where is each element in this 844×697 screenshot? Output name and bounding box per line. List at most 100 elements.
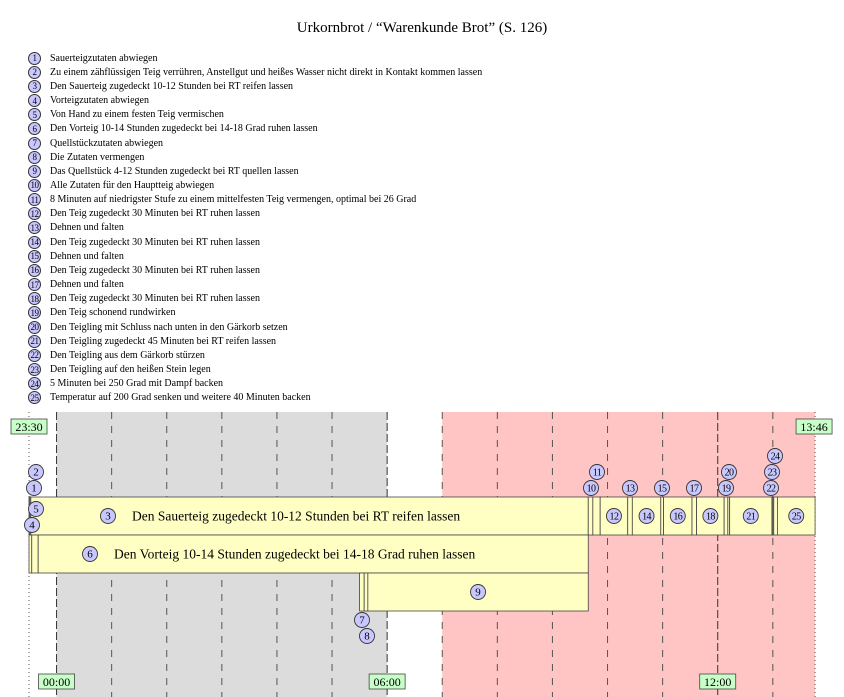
step-badge-number: 22 xyxy=(767,484,776,495)
step-badge-17: 17 xyxy=(686,480,702,496)
segment-step-6 xyxy=(37,534,589,574)
step-badge-circle xyxy=(764,464,780,480)
step-item: 2 Zu einem zähflüssigen Teig verrühren, A… xyxy=(28,65,482,79)
step-text: Den Teig zugedeckt 30 Minuten bei RT ruh… xyxy=(50,264,260,276)
step-item: 14 Den Teig zugedeckt 30 Minuten bei RT r… xyxy=(28,235,482,249)
step-text: Sauerteigzutaten abwiegen xyxy=(50,52,158,64)
step-badge-circle xyxy=(686,480,702,496)
step-number-badge: 4 xyxy=(28,94,41,108)
step-badge-6: 6 xyxy=(82,546,98,562)
segment-step-5 xyxy=(31,534,39,574)
step-item: 5 Von Hand zu einem festen Teig vermische… xyxy=(28,108,482,122)
step-badge-number: 21 xyxy=(746,512,755,523)
step-number-badge: 10 xyxy=(28,178,41,192)
step-text: Den Teig zugedeckt 30 Minuten bei RT ruh… xyxy=(50,208,260,220)
step-badge-9: 9 xyxy=(470,584,486,600)
step-number-badge: 1 xyxy=(28,51,41,65)
step-badge-10: 10 xyxy=(583,480,599,496)
time-label-box xyxy=(795,418,833,435)
step-number-badge: 24 xyxy=(28,377,41,391)
step-badge-number: 6 xyxy=(87,549,93,561)
step-number-badge: 8 xyxy=(28,150,41,164)
step-number-badge: 17 xyxy=(28,278,41,292)
time-label-box xyxy=(38,673,75,690)
step-number-badge: 5 xyxy=(28,108,41,122)
step-text: Dehnen und falten xyxy=(50,222,124,234)
step-item: 13 Dehnen und falten xyxy=(28,221,482,235)
end-time-label: 13:46 xyxy=(795,418,833,435)
step-item: 7 Quellstückzutaten abwiegen xyxy=(28,136,482,150)
step-badge-number: 18 xyxy=(706,512,715,523)
step-item: 4 Vorteigzutaten abwiegen xyxy=(28,93,482,108)
step-badge-16: 16 xyxy=(669,508,686,524)
step-badge-21: 21 xyxy=(742,508,759,524)
step-badge-23: 23 xyxy=(764,464,780,480)
step-badge-8: 8 xyxy=(359,628,375,644)
step-number-badge: 19 xyxy=(28,306,41,320)
step-badge-15: 15 xyxy=(654,480,670,496)
step-badge-circle xyxy=(28,464,44,480)
step-text: 8 Minuten auf niedrigster Stufe zu einem… xyxy=(50,194,417,206)
step-badge-circle xyxy=(354,612,370,628)
step-badge-circle xyxy=(718,480,734,496)
step-badge-circle xyxy=(470,584,486,600)
step-badge-number: 11 xyxy=(593,468,602,479)
step-badge-number: 10 xyxy=(587,484,596,495)
step-number-badge: 15 xyxy=(28,249,41,263)
step-item: 11 8 Minuten auf niedrigster Stufe zu ein… xyxy=(28,193,482,207)
step-badge-1: 1 xyxy=(26,480,42,496)
step-badge-22: 22 xyxy=(763,480,779,496)
step-badge-circle xyxy=(669,508,686,524)
step-badge-circle xyxy=(583,480,599,496)
step-item: 22 Den Teigling aus dem Gärkorb stürzen xyxy=(28,348,482,362)
step-text: Den Teigling aus dem Gärkorb stürzen xyxy=(50,349,205,361)
step-badge-2: 2 xyxy=(28,464,44,480)
step-badge-number: 12 xyxy=(610,512,619,523)
step-badge-12: 12 xyxy=(606,508,622,524)
step-badge-19: 19 xyxy=(718,480,734,496)
step-text: Den Teig zugedeckt 30 Minuten bei RT ruh… xyxy=(50,293,260,305)
step-text: Quellstückzutaten abwiegen xyxy=(50,137,164,149)
step-item: 25 Temperatur auf 200 Grad senken und wei… xyxy=(28,391,482,405)
step-text: Den Vorteig 10-14 Stunden zugedeckt bei … xyxy=(50,123,318,135)
step-badge-number: 13 xyxy=(626,484,635,495)
step-text: Die Zutaten vermengen xyxy=(50,151,145,163)
step-number-badge: 11 xyxy=(28,193,41,207)
step-badge-circle xyxy=(359,628,375,644)
step-item: 1 Sauerteigzutaten abwiegen xyxy=(28,51,482,65)
step-list: 1 Sauerteigzutaten abwiegen 2 Zu einem zähf… xyxy=(28,51,482,405)
step-number-badge: 9 xyxy=(28,164,41,178)
hour-label: 00:00 xyxy=(38,673,75,690)
step-item: 24 5 Minuten bei 250 Grad mit Dampf backe… xyxy=(28,377,482,391)
step-badge-circle xyxy=(702,508,719,524)
segment-step-4 xyxy=(28,534,33,574)
step-number-badge: 2 xyxy=(28,65,41,79)
step-item: 19 Den Teig schonend rundwirken xyxy=(28,306,482,320)
step-text: Den Teig schonend rundwirken xyxy=(50,307,176,319)
step-number-badge: 13 xyxy=(28,221,41,235)
step-number-badge: 21 xyxy=(28,334,41,348)
step-number-badge: 22 xyxy=(28,348,41,362)
time-label-box xyxy=(699,673,737,690)
time-label-text: 13:46 xyxy=(800,420,827,434)
step-badge-number: 17 xyxy=(690,484,699,495)
segment-step-3 xyxy=(30,496,589,536)
step-badge-4: 4 xyxy=(24,517,40,533)
start-time-label: 23:30 xyxy=(10,418,48,435)
step-badge-circle xyxy=(589,464,605,480)
step-badge-number: 14 xyxy=(642,512,651,523)
step-text: Den Teigling mit Schluss nach unten in d… xyxy=(50,321,288,333)
step-badge-circle xyxy=(24,517,40,533)
segment-step-7 xyxy=(359,572,365,612)
step-item: 21 Den Teigling zugedeckt 45 Minuten bei … xyxy=(28,334,482,348)
step-badge-number: 2 xyxy=(33,467,39,479)
segment-step-13 xyxy=(627,496,633,536)
step-badge-number: 5 xyxy=(33,504,39,516)
step-item: 12 Den Teig zugedeckt 30 Minuten bei RT r… xyxy=(28,207,482,221)
step-badge-circle xyxy=(100,508,116,524)
step-item: 3 Den Sauerteig zugedeckt 10-12 Stunden b… xyxy=(28,79,482,93)
step-badge-circle xyxy=(654,480,670,496)
step-item: 23 Den Teigling auf den heißen Stein lege… xyxy=(28,362,482,377)
time-label-box xyxy=(10,418,48,435)
step-badge-24: 24 xyxy=(767,448,783,464)
